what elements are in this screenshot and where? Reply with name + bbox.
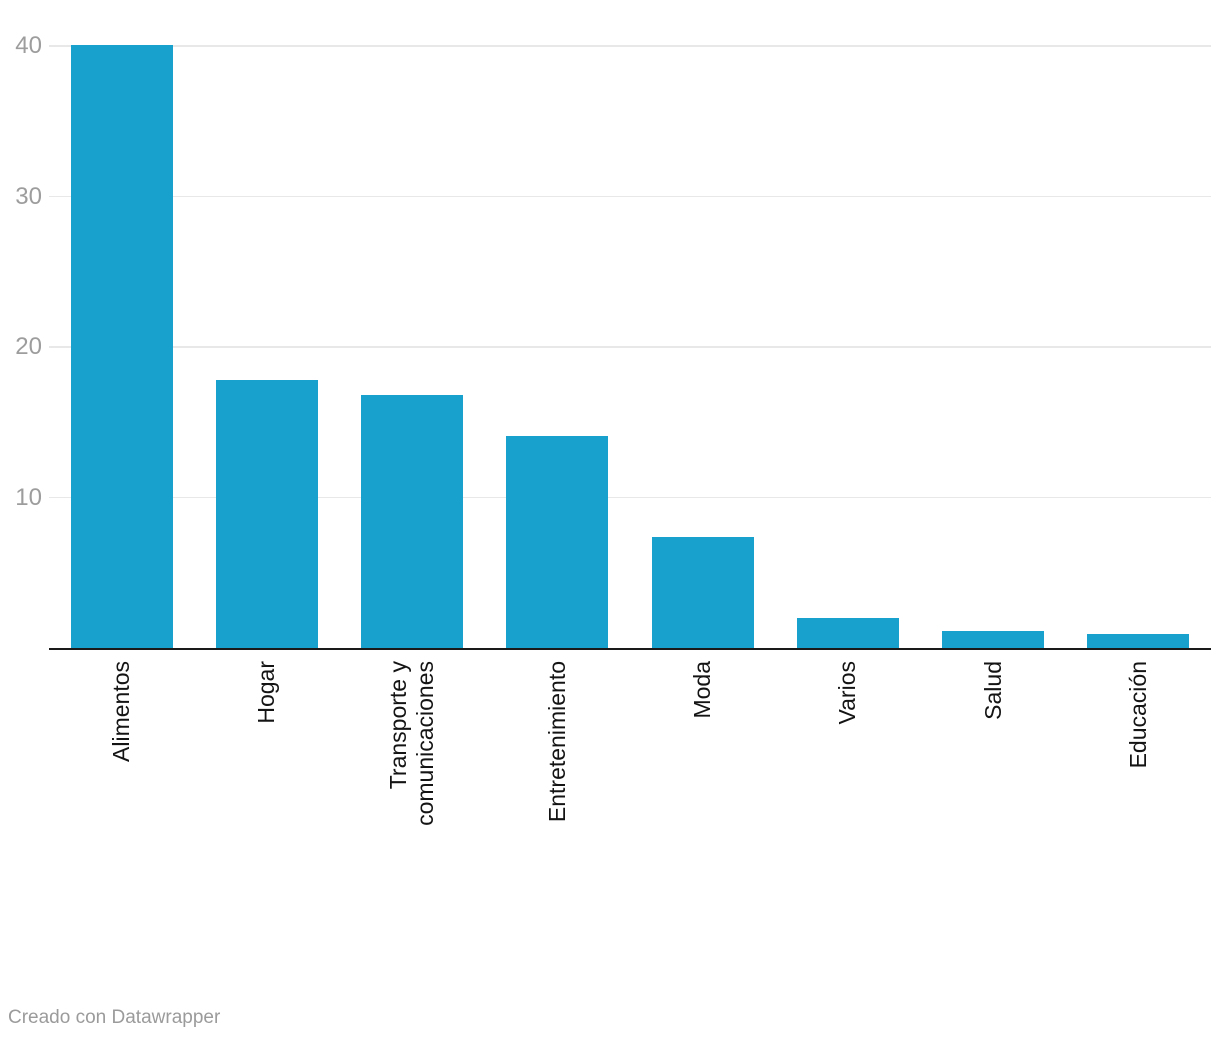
- x-axis-label-entretenimiento: Entretenimiento: [543, 661, 570, 823]
- bar-alimentos: [70, 44, 173, 648]
- gridline-20: [49, 346, 1211, 348]
- plot-area: [49, 0, 1211, 650]
- bar-moda: [651, 536, 754, 648]
- y-tick-label-40: 40: [15, 32, 42, 59]
- x-axis-label-hogar: Hogar: [253, 661, 280, 724]
- bar-hogar: [215, 380, 318, 648]
- x-axis-label-varios: Varios: [834, 661, 861, 725]
- gridline-40: [49, 45, 1211, 47]
- x-axis-label-moda: Moda: [689, 661, 716, 719]
- bar-salud: [942, 631, 1045, 648]
- bar-entretenimiento: [506, 435, 609, 648]
- y-tick-label-10: 10: [15, 483, 42, 511]
- y-tick-label-20: 20: [15, 333, 42, 360]
- gridline-30: [49, 195, 1211, 198]
- bar-transporte-y-comunicaciones: [361, 395, 464, 648]
- x-axis-label-salud: Salud: [979, 661, 1006, 720]
- y-tick-label-30: 30: [15, 182, 42, 210]
- datawrapper-credit-link[interactable]: Creado con Datawrapper: [8, 1007, 221, 1028]
- x-axis-label-alimentos: Alimentos: [108, 661, 135, 762]
- x-axis-label-transporte-y-comunicaciones: Transporte y comunicaciones: [385, 661, 439, 826]
- gridline-10: [49, 496, 1211, 499]
- bar-varios: [796, 617, 899, 648]
- bar-educacion: [1087, 634, 1190, 648]
- x-axis-label-educacion: Educación: [1124, 661, 1151, 769]
